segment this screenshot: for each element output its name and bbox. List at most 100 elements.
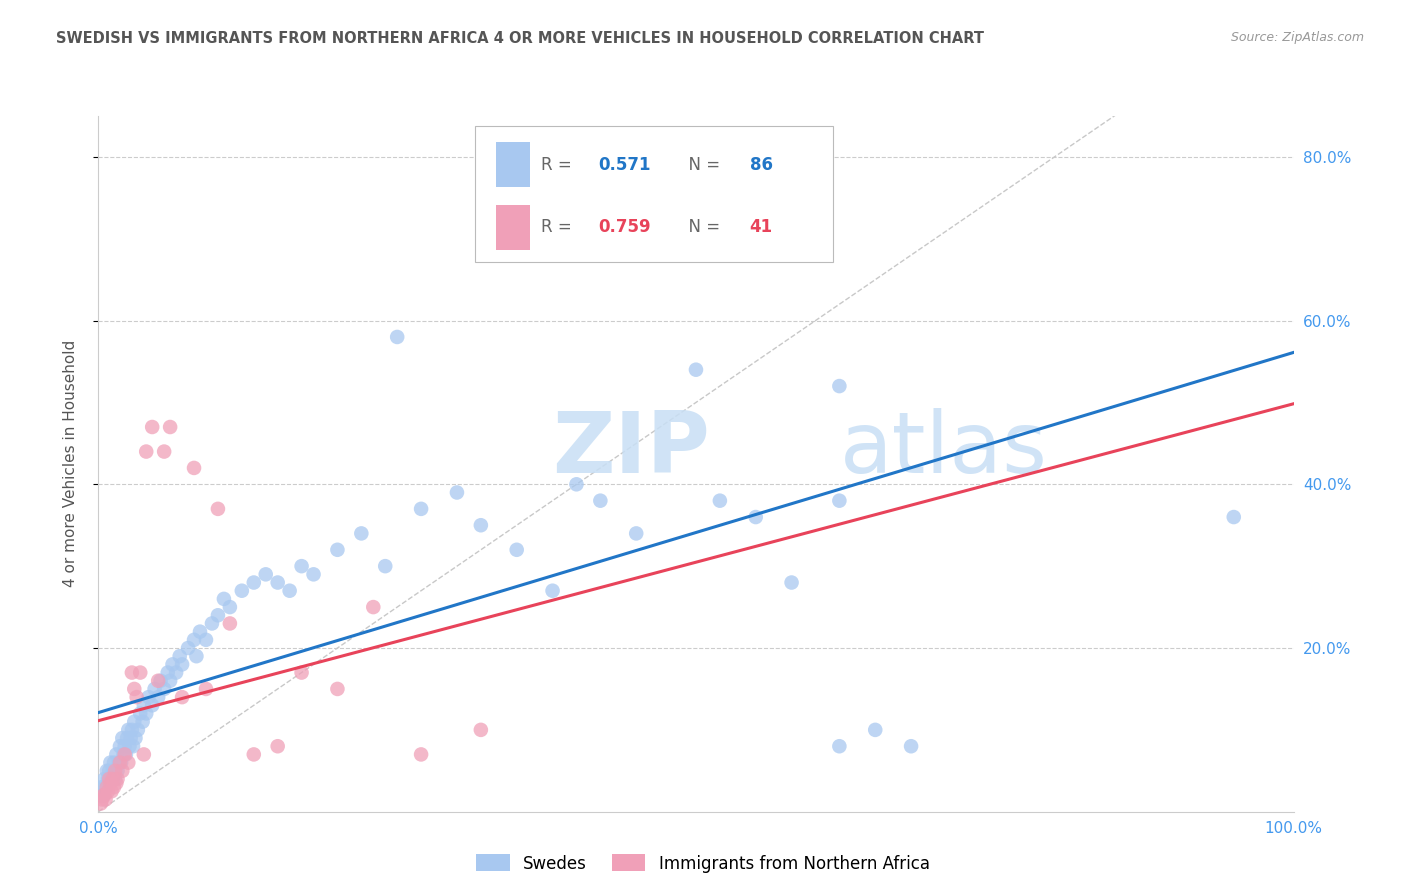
Text: SWEDISH VS IMMIGRANTS FROM NORTHERN AFRICA 4 OR MORE VEHICLES IN HOUSEHOLD CORRE: SWEDISH VS IMMIGRANTS FROM NORTHERN AFRI… [56,31,984,46]
Point [141,420,163,434]
Point [177,640,200,655]
Point [107,772,129,786]
Point [91,780,114,794]
Point [231,583,253,598]
Point [385,330,409,344]
Point [111,764,134,778]
Point [278,583,301,598]
Point [91,789,114,803]
Point [94,780,117,794]
Point [900,739,922,754]
Point [98,756,122,770]
Point [243,575,266,590]
Point [267,739,290,754]
Point [115,747,138,762]
Text: 0.571: 0.571 [598,156,651,174]
Point [194,632,218,647]
Point [135,444,157,458]
Point [506,542,529,557]
Point [98,772,122,786]
Point [172,690,194,705]
Text: ZIP: ZIP [553,409,710,491]
Point [188,624,211,639]
Text: Source: ZipAtlas.com: Source: ZipAtlas.com [1230,31,1364,45]
Point [302,567,325,582]
Point [96,764,118,778]
Point [125,690,148,705]
Point [98,776,122,790]
Point [93,789,115,803]
Point [108,739,131,754]
Point [105,776,128,790]
Point [291,559,314,574]
Y-axis label: 4 or more Vehicles in Household: 4 or more Vehicles in Household [63,340,77,588]
Point [219,616,242,631]
Point [143,681,166,696]
Point [107,764,129,778]
Point [127,723,149,737]
Point [114,747,136,762]
Text: R =: R = [540,156,576,174]
Point [1222,510,1246,524]
Point [108,756,131,770]
Point [97,784,120,798]
Point [107,756,129,770]
Point [90,797,112,811]
Point [141,698,163,713]
Point [156,665,179,680]
Point [120,731,142,745]
FancyBboxPatch shape [475,127,834,262]
Point [828,739,851,754]
Point [626,526,648,541]
Point [780,232,803,246]
Point [326,681,349,696]
Point [183,632,205,647]
Point [105,747,128,762]
Point [104,772,127,786]
Point [101,772,124,786]
Point [411,747,433,762]
Point [138,690,160,705]
Point [374,559,396,574]
Point [148,690,170,705]
Point [267,575,290,590]
Point [243,747,266,762]
Point [111,731,134,745]
Point [162,657,184,672]
Point [121,723,143,737]
Point [745,510,768,524]
Point [132,698,155,713]
Point [122,739,145,754]
Point [172,657,194,672]
Point [685,362,707,376]
Point [115,731,138,745]
Point [780,575,803,590]
Point [153,444,176,458]
Point [91,789,114,803]
Point [153,681,176,696]
Point [350,526,373,541]
Point [114,739,136,754]
Point [159,673,181,688]
Point [124,681,146,696]
Point [118,739,141,754]
Point [129,706,152,721]
Point [104,764,127,778]
Point [132,747,155,762]
Point [97,772,120,786]
Point [183,461,205,475]
Point [828,493,851,508]
Point [326,542,349,557]
Point [103,780,125,794]
Point [219,600,242,615]
Point [863,723,887,737]
Bar [496,204,530,250]
Point [100,784,122,798]
Point [446,485,468,500]
Point [98,772,121,786]
Text: R =: R = [540,219,576,236]
Point [291,665,314,680]
Point [94,792,117,806]
Point [828,379,851,393]
Point [101,764,124,778]
